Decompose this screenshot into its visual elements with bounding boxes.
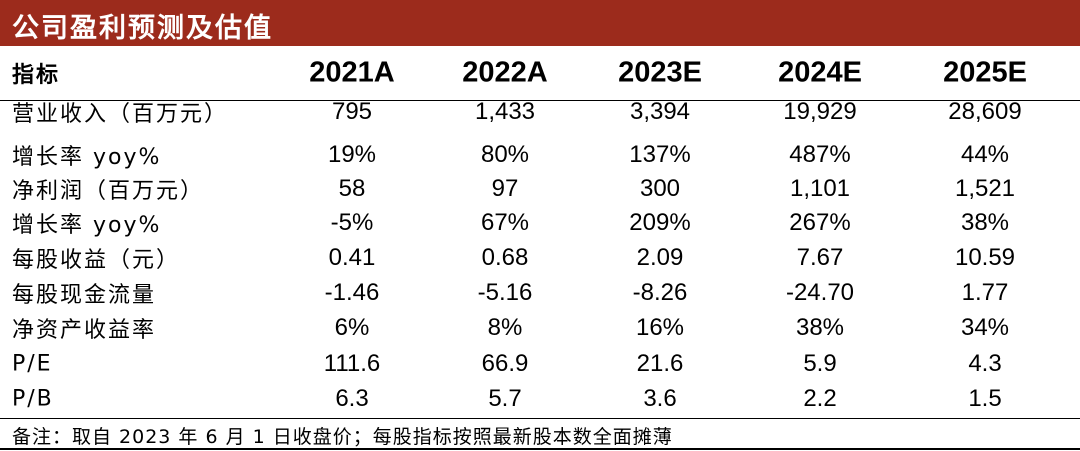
- cell-value: 1.77: [961, 279, 1009, 306]
- cell-value: 3.6: [643, 385, 677, 412]
- row-label: 增长率 yoy%: [12, 145, 162, 170]
- cell-value: 1,433: [474, 98, 536, 125]
- cell-value: -8.26: [632, 279, 688, 306]
- cell-value: 38%: [795, 314, 845, 341]
- row-label: 每股现金流量: [12, 283, 157, 308]
- cell-value: 21.6: [636, 350, 684, 377]
- cell-value: 0.68: [481, 244, 529, 271]
- cell-value: 67%: [480, 209, 530, 236]
- cell-value: 66.9: [481, 350, 529, 377]
- cell-value: 58: [338, 175, 366, 202]
- cell-value: 111.6: [323, 350, 381, 377]
- row-label: P/E: [12, 351, 53, 377]
- row-label: 净利润（百万元）: [12, 179, 205, 204]
- cell-value: 4.3: [968, 350, 1002, 377]
- row-label: 净资产收益率: [12, 318, 157, 343]
- cell-value: 28,609: [948, 98, 1022, 125]
- cell-value: 300: [639, 175, 681, 202]
- row-label: 营业收入（百万元）: [12, 102, 229, 127]
- title-bar: 公司盈利预测及估值: [0, 0, 1080, 46]
- cell-value: 5.7: [488, 385, 522, 412]
- cell-value: 2.2: [803, 385, 837, 412]
- cell-value: 80%: [480, 141, 530, 168]
- cell-value: 19,929: [783, 98, 857, 125]
- header-rule: [0, 100, 1080, 101]
- cell-value: -5.16: [477, 279, 533, 306]
- cell-value: 1.5: [968, 385, 1002, 412]
- cell-value: 10.59: [954, 244, 1016, 271]
- table-bottom-rule: [0, 418, 1080, 419]
- page-bottom-rule: [0, 448, 1080, 450]
- column-header: 2024E: [778, 56, 862, 89]
- row-label: P/B: [12, 386, 54, 412]
- row-label: 增长率 yoy%: [12, 213, 162, 238]
- cell-value: 97: [491, 175, 519, 202]
- cell-value: 16%: [635, 314, 685, 341]
- cell-value: 5.9: [803, 350, 837, 377]
- column-header: 2022A: [462, 56, 548, 89]
- cell-value: 6%: [334, 314, 370, 341]
- cell-value: -1.46: [324, 279, 380, 306]
- cell-value: 137%: [629, 141, 691, 168]
- cell-value: 8%: [487, 314, 523, 341]
- cell-value: 19%: [327, 141, 377, 168]
- cell-value: 34%: [960, 314, 1010, 341]
- column-header: 2025E: [943, 56, 1027, 89]
- row-label: 每股收益（元）: [12, 248, 181, 273]
- cell-value: 38%: [960, 209, 1010, 236]
- cell-value: 1,521: [954, 175, 1016, 202]
- cell-value: 2.09: [636, 244, 684, 271]
- cell-value: 1,101: [789, 175, 851, 202]
- cell-value: 209%: [629, 209, 691, 236]
- cell-value: 3,394: [629, 98, 691, 125]
- cell-value: 44%: [960, 141, 1010, 168]
- cell-value: 0.41: [328, 244, 376, 271]
- cell-value: 487%: [789, 141, 851, 168]
- cell-value: 6.3: [335, 385, 369, 412]
- cell-value: -5%: [330, 209, 374, 236]
- note: 备注：取自 2023 年 6 月 1 日收盘价；每股指标按照最新股本数全面摊薄: [12, 426, 673, 448]
- cell-value: -24.70: [785, 279, 855, 306]
- column-header: 2021A: [309, 56, 395, 89]
- column-header: 2023E: [618, 56, 702, 89]
- column-header: 指标: [12, 63, 61, 88]
- cell-value: 267%: [789, 209, 851, 236]
- cell-value: 7.67: [796, 244, 844, 271]
- cell-value: 795: [331, 98, 373, 125]
- title: 公司盈利预测及估值: [12, 13, 273, 44]
